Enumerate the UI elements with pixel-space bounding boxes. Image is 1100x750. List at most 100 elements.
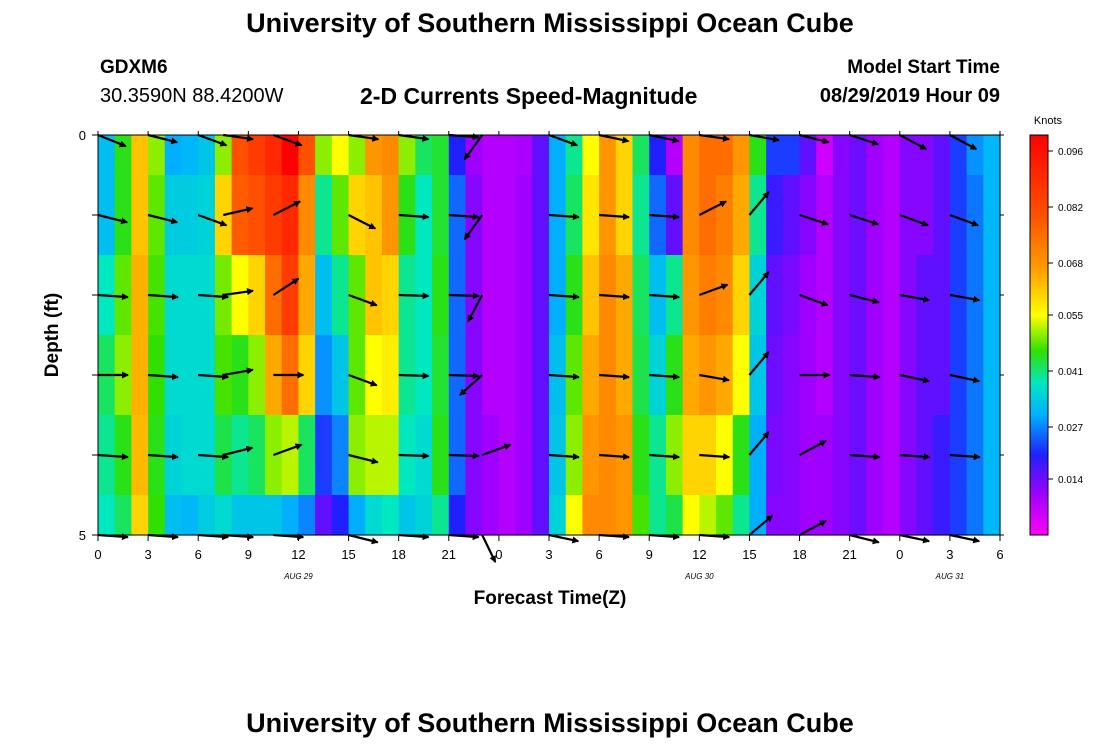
current-vector <box>599 373 630 381</box>
current-vector <box>699 453 731 461</box>
heatmap-cell <box>331 175 350 256</box>
current-vector <box>949 293 981 303</box>
current-vector <box>949 373 981 384</box>
heatmap-cell <box>498 335 517 416</box>
heatmap-cell <box>933 135 951 176</box>
heatmap-cell <box>632 415 650 496</box>
heatmap-cell <box>816 175 834 256</box>
heatmap-cell <box>532 175 550 256</box>
heatmap-cell <box>883 415 901 496</box>
colorbar-tick-label: 0.082 <box>1058 203 1083 214</box>
heatmap-cell <box>749 335 767 416</box>
heatmap-cell <box>983 335 1001 416</box>
heatmap-cell <box>381 175 400 256</box>
x-tick-label: 21 <box>842 547 856 562</box>
heatmap-cell <box>732 495 751 536</box>
heatmap-cell <box>832 255 851 336</box>
heatmap-cell <box>164 175 183 256</box>
heatmap-cell <box>899 495 918 536</box>
current-vector <box>548 213 580 221</box>
heatmap-cell <box>699 495 717 536</box>
colorbar: Knots 0.096 0.082 0.068 0.055 0.041 0.027 0.01… <box>1029 115 1083 536</box>
heatmap-cell <box>866 495 884 536</box>
heatmap-cell <box>832 415 851 496</box>
current-vector <box>223 445 254 457</box>
heatmap-cell <box>298 495 316 536</box>
heatmap-cell <box>131 415 149 496</box>
current-vector <box>849 213 880 226</box>
heatmap-cell <box>214 495 233 536</box>
colorbar-tick-label: 0.027 <box>1058 423 1083 434</box>
heatmap-cell <box>816 135 834 176</box>
heatmap-cell <box>415 135 433 176</box>
heatmap-cell <box>181 255 199 336</box>
heatmap-cell <box>699 255 717 336</box>
heatmap-cell <box>515 415 533 496</box>
current-vector <box>398 452 430 460</box>
heatmap-cell <box>716 255 734 336</box>
heatmap-cell <box>331 415 350 496</box>
heatmap-cell <box>766 495 784 536</box>
heatmap-cell <box>883 495 901 536</box>
heatmap-cell <box>732 135 751 176</box>
current-vector <box>949 213 980 227</box>
heatmap-cell <box>766 255 784 336</box>
station-id: GDXM6 <box>100 57 168 78</box>
current-vector <box>348 133 380 142</box>
current-vector <box>899 373 931 384</box>
heatmap-cell <box>716 495 734 536</box>
heatmap-cell <box>131 135 149 176</box>
heatmap-cell <box>782 175 801 256</box>
heatmap-cell <box>799 135 817 176</box>
heatmap-cell <box>148 175 166 256</box>
heatmap-cell <box>498 415 517 496</box>
heatmap-cell <box>498 495 517 536</box>
heatmap-cell <box>432 495 450 536</box>
heatmap-cell <box>599 495 617 536</box>
heatmap-cell <box>265 495 283 536</box>
x-axis: 0 3 6 9 12 15 18 21 0 3 6 9 12 15 18 21 0 3 6 AUG 29 AUG 30 A… <box>94 131 1004 581</box>
heatmap-cell <box>482 135 500 176</box>
current-vector <box>949 134 978 151</box>
current-vector <box>223 367 254 377</box>
heatmap-cell <box>248 135 266 176</box>
heatmap-cell <box>348 175 366 256</box>
colorbar-tick-label: 0.014 <box>1058 475 1083 486</box>
heatmap-cell <box>933 415 951 496</box>
current-vector <box>348 373 378 387</box>
heatmap-cell <box>148 135 166 176</box>
colorbar-tick-label: 0.068 <box>1058 259 1083 270</box>
current-vector <box>899 213 929 227</box>
date-label: AUG 30 <box>684 572 714 581</box>
heatmap-cell <box>532 335 550 416</box>
heatmap-cell <box>916 175 934 256</box>
current-vector <box>849 453 881 461</box>
heatmap-cell <box>832 335 851 416</box>
heatmap-cell <box>933 495 951 536</box>
heatmap-cell <box>181 175 199 256</box>
heatmap-cell <box>983 415 1001 496</box>
heatmap-cell <box>916 135 934 176</box>
current-vector <box>223 288 254 297</box>
heatmap-cell <box>665 495 684 536</box>
heatmap-cell <box>381 135 400 176</box>
current-vector <box>198 453 230 461</box>
current-vector <box>459 374 483 396</box>
heatmap-cell <box>565 495 583 536</box>
y-axis <box>92 134 1004 536</box>
heatmap-cell <box>281 255 300 336</box>
heatmap-cell <box>782 135 801 176</box>
heatmap-cell <box>732 175 751 256</box>
heatmap-cell <box>549 135 567 176</box>
current-vector <box>197 133 228 147</box>
heatmap-cell <box>281 175 300 256</box>
current-vector <box>448 452 480 460</box>
heatmap-cell <box>766 335 784 416</box>
heatmap-cell <box>348 415 366 496</box>
heatmap-cell <box>766 135 784 176</box>
heatmap-cell <box>315 255 333 336</box>
heatmap-cell <box>331 135 350 176</box>
current-vector <box>548 133 579 147</box>
current-vector <box>148 373 179 381</box>
heatmap-cell <box>365 495 383 536</box>
